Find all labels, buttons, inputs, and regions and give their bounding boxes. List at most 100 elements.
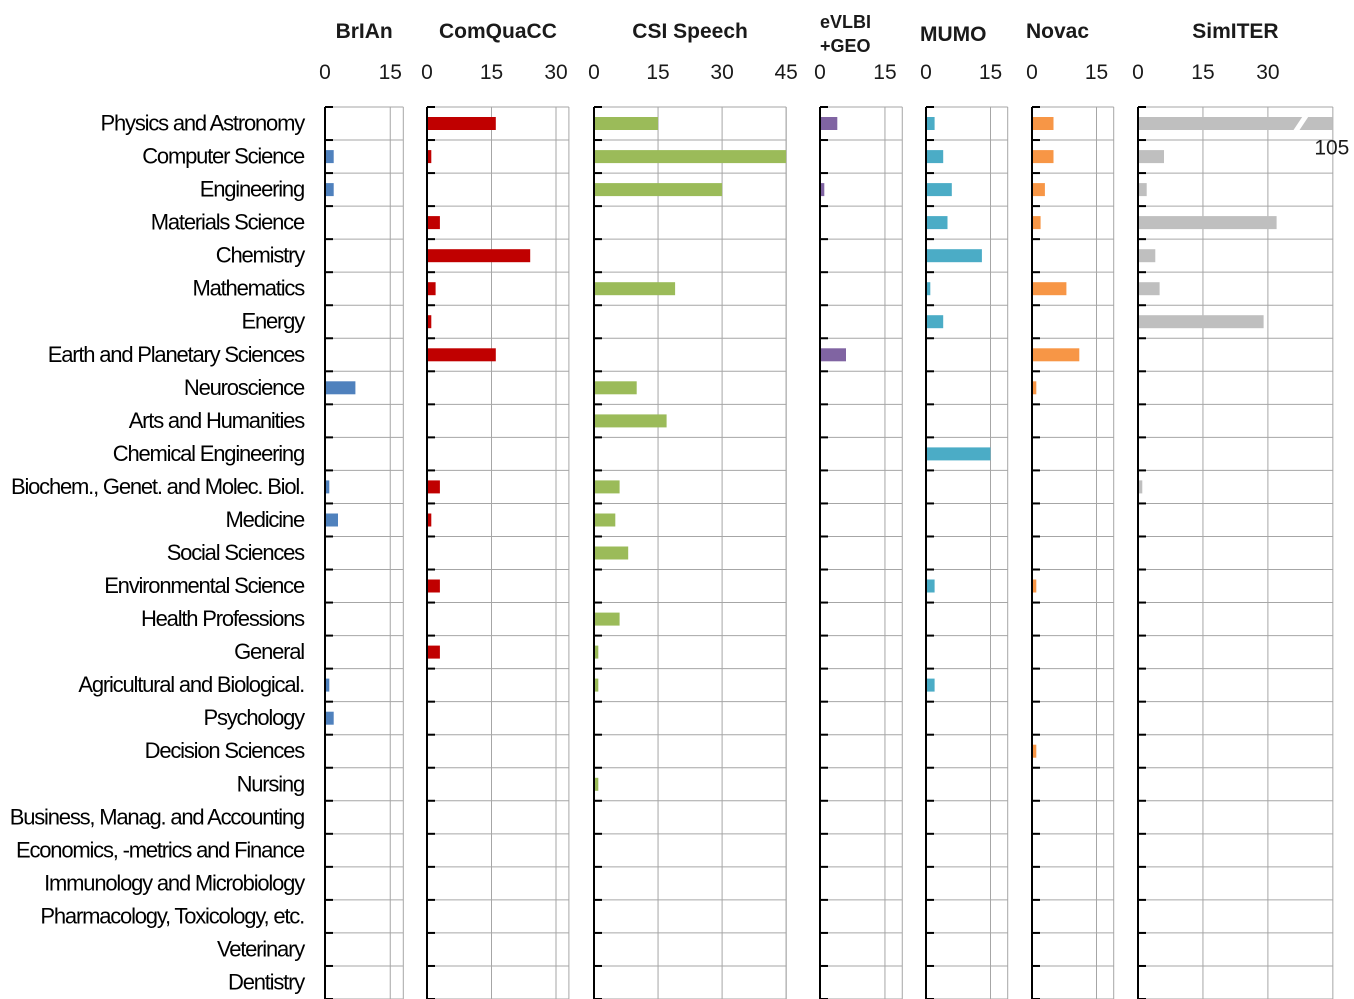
category-label: Earth and Planetary Sciences: [48, 342, 305, 367]
panel-title: eVLBI +GEO: [820, 12, 871, 56]
bar: [325, 480, 330, 494]
bar: [926, 282, 931, 296]
category-label: Social Sciences: [167, 540, 305, 565]
tick-label: 0: [421, 61, 433, 84]
panel-title: SimITER: [1192, 20, 1278, 43]
category-label: Computer Science: [142, 144, 305, 169]
category-label: Medicine: [226, 507, 305, 532]
bar: [1032, 183, 1045, 197]
tick-label: 30: [544, 61, 567, 84]
bar: [594, 645, 599, 659]
tick-label: 15: [480, 61, 503, 84]
tick-label: 15: [379, 61, 402, 84]
category-label: Chemistry: [216, 243, 305, 268]
bar: [594, 381, 637, 395]
tick-label: 0: [319, 61, 331, 84]
panel-simiter: SimITER 0 15 30 105: [1132, 20, 1349, 999]
tick-label: 15: [1085, 61, 1108, 84]
bar: [1032, 282, 1067, 296]
bar: [325, 711, 334, 725]
tick-label: 15: [646, 61, 669, 84]
bar: [926, 579, 935, 593]
bar: [1032, 348, 1080, 362]
bar: [1032, 150, 1054, 164]
bar: [325, 678, 330, 692]
tick-label: 30: [710, 61, 733, 84]
category-label: Decision Sciences: [145, 738, 306, 763]
category-label: Psychology: [203, 705, 305, 730]
bar: [1138, 282, 1160, 296]
category-label: Health Professions: [141, 606, 305, 631]
bar: [1032, 117, 1054, 130]
category-label: Environmental Science: [104, 573, 305, 598]
bar: [594, 612, 620, 626]
bar: [427, 282, 436, 296]
bar: [594, 480, 620, 494]
bar: [926, 117, 935, 130]
bar: [820, 348, 846, 362]
bar: [1138, 216, 1277, 230]
category-label: Business, Manag. and Accounting: [10, 804, 304, 829]
category-label: Dentistry: [228, 970, 305, 995]
panel-title: CSI Speech: [632, 20, 748, 43]
axis-break: [1292, 116, 1309, 132]
bar: [594, 150, 787, 164]
category-labels: Physics and Astronomy Computer Science Eng…: [10, 111, 307, 995]
category-label: Arts and Humanities: [129, 408, 305, 433]
bar: [427, 249, 531, 263]
panel-title: ComQuaCC: [439, 20, 557, 43]
bar: [427, 513, 432, 527]
bar: [427, 216, 440, 230]
bar: [594, 183, 723, 197]
bar: [1032, 381, 1037, 395]
bar: [926, 216, 948, 230]
category-label: Neuroscience: [184, 375, 305, 400]
bar: [1032, 579, 1037, 593]
category-label: Engineering: [200, 177, 304, 202]
bar: [1138, 150, 1164, 164]
bar: [427, 117, 496, 130]
bar: [427, 579, 440, 593]
data-label: 105: [1314, 137, 1349, 160]
bar: [1138, 315, 1264, 329]
bar: [594, 678, 599, 692]
panel-novac: Novac 0 15: [1026, 20, 1115, 999]
panel-comquacc: ComQuaCC 0 15 30: [421, 20, 570, 999]
tick-label: 0: [588, 61, 600, 84]
panel-title: Novac: [1026, 20, 1089, 43]
tick-label: 15: [873, 61, 896, 84]
category-label: Chemical Engineering: [113, 441, 304, 466]
bar: [594, 546, 629, 560]
category-label: Immunology and Microbiology: [44, 870, 305, 895]
category-label: Biochem., Genet. and Molec. Biol.: [11, 474, 304, 499]
bar: [427, 150, 432, 164]
bar: [594, 414, 667, 428]
bar: [325, 150, 334, 164]
bar: [427, 348, 496, 362]
bar: [427, 645, 440, 659]
tick-label: 0: [1132, 61, 1144, 84]
bar: [594, 513, 616, 527]
bar: [325, 513, 338, 527]
panel-mumo: MUMO 0 15: [920, 23, 1009, 999]
bar: [820, 117, 838, 130]
bar: [594, 117, 658, 130]
bar: [427, 480, 440, 494]
bar: [1138, 183, 1147, 197]
bar: [1138, 480, 1143, 494]
tick-label: 0: [814, 61, 826, 84]
category-label: Mathematics: [192, 276, 305, 301]
bar: [820, 183, 825, 197]
tick-label: 0: [1026, 61, 1038, 84]
tick-label: 15: [1191, 61, 1214, 84]
category-label: Agricultural and Biological.: [78, 672, 304, 697]
bar: [427, 315, 432, 329]
category-label: Pharmacology, Toxicology, etc.: [40, 903, 304, 928]
category-label: Energy: [241, 309, 305, 334]
panel-evlbi-geo: eVLBI +GEO 0 15: [814, 12, 903, 999]
bar: [1032, 744, 1037, 758]
category-label: Economics, -metrics and Finance: [16, 837, 305, 862]
